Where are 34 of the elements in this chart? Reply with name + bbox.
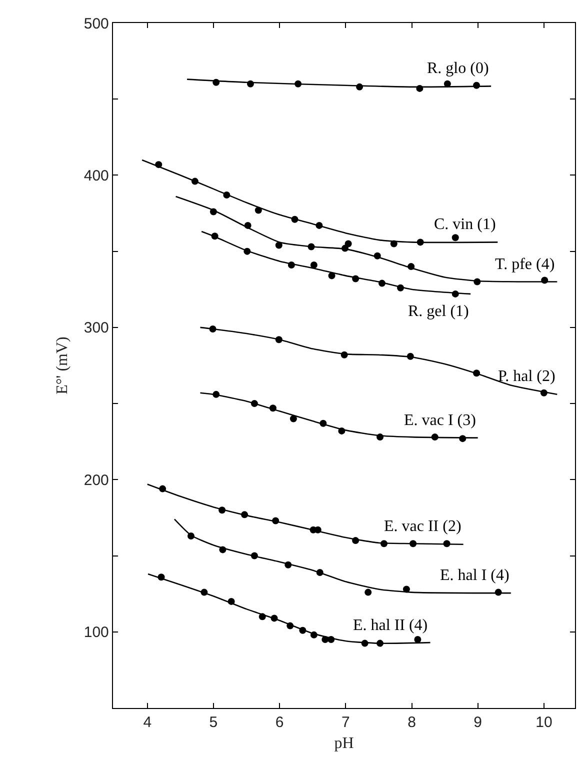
x-tick-label: 9 xyxy=(474,714,482,732)
y-tick-label: 300 xyxy=(84,320,109,337)
x-tick-label: 10 xyxy=(536,714,552,732)
series-label: C. vin (1) xyxy=(434,216,496,233)
line-series xyxy=(174,518,512,594)
line-series xyxy=(200,326,558,396)
point xyxy=(364,588,372,596)
line-series xyxy=(200,230,472,295)
y-tick-label: 200 xyxy=(84,472,109,489)
line-series xyxy=(186,78,492,88)
series-label: E. vac II (2) xyxy=(384,518,462,535)
x-axis-title: pH xyxy=(334,734,354,752)
series-label: E. hal I (4) xyxy=(440,567,510,584)
y-tick-label: 500 xyxy=(84,15,109,32)
x-tick-label: 5 xyxy=(209,714,218,732)
x-tick-label: 6 xyxy=(275,714,284,732)
point xyxy=(290,415,297,422)
x-tick-label: 8 xyxy=(408,714,416,732)
series-label: R. gel (1) xyxy=(408,303,469,320)
point xyxy=(414,636,422,643)
point xyxy=(310,262,318,269)
y-axis-title: E°' (mV) xyxy=(54,336,71,394)
series-label: T. pfe (4) xyxy=(495,256,555,273)
x-tick-label: 4 xyxy=(143,714,152,732)
x-tick-label: 7 xyxy=(341,714,350,732)
y-tick-label: 100 xyxy=(84,624,109,642)
line-series xyxy=(141,159,498,244)
series-label: E. vac I (3) xyxy=(404,412,476,429)
point xyxy=(452,234,459,242)
series-label: E. hal II (4) xyxy=(353,617,428,634)
point xyxy=(344,240,352,248)
series-label: R. glo (0) xyxy=(427,60,489,77)
y-tick-label: 400 xyxy=(84,167,109,184)
series-label: P. hal (2) xyxy=(498,368,556,385)
